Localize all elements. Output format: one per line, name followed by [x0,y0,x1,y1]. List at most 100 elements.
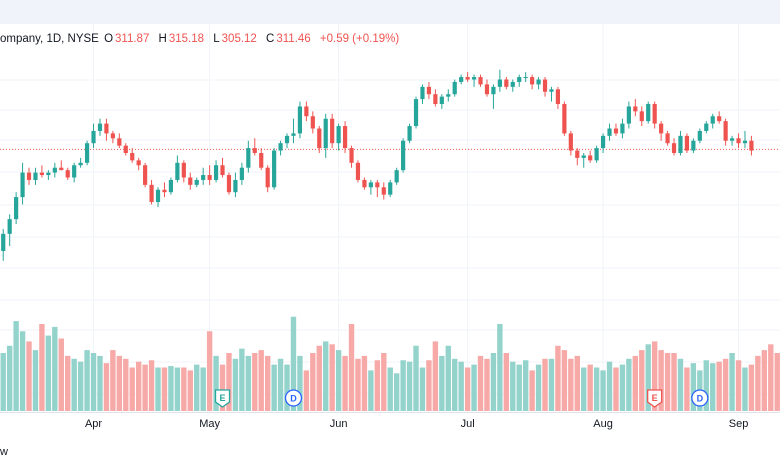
legend-high-value: 315.18 [168,33,205,45]
candle-body [484,84,490,95]
candle-body [246,148,251,168]
volume-bar [71,358,77,411]
candle-body [46,172,51,176]
x-tick-label-aug: Aug [593,418,613,430]
candle-body [646,104,651,122]
legend-low-value: 305.12 [221,33,257,45]
volume-bar [323,341,329,411]
candle-body [91,130,96,144]
candle-body [149,184,154,202]
volume-bar [516,364,522,411]
volume-bar [200,367,206,411]
candle-body [291,133,296,136]
volume-bar [703,360,709,411]
candle-body [697,130,702,141]
volume-bar [348,324,355,411]
candle-body [413,99,419,127]
volume-bar [264,355,271,411]
volume-bar [161,367,168,411]
candle-body [130,153,135,161]
candle-body [420,86,425,100]
candle-body [26,172,32,180]
volume-bar [632,355,639,411]
candle-body [278,143,283,151]
volume-bar [477,355,484,411]
candle-body [717,116,722,122]
volume-bar [181,367,187,411]
volume-bar [722,358,729,411]
volume-bar [39,324,45,411]
candle-body [736,138,741,144]
volume-bar [497,324,503,411]
candle-body [562,104,567,134]
volume-bar [290,316,297,411]
candle-body [110,133,115,139]
volume-bar [561,350,568,411]
volume-bar [419,367,426,411]
earnings-marker-label-0: E [220,393,226,403]
volume-bar [19,331,26,411]
candle-body [517,77,522,82]
volume-bar [400,360,406,411]
candle-body [284,135,290,144]
volume-bar [671,353,677,411]
legend-open-label: O [104,33,114,45]
candle-body [452,81,457,95]
volume-bar [174,367,181,411]
volume-bar [135,361,142,411]
volume-bar [774,353,780,411]
volume-bar [129,367,135,411]
candle-body [652,104,657,124]
candle-body [14,197,19,220]
candle-body [78,162,83,166]
volume-bar [439,355,445,411]
candle-body [239,167,244,180]
volume-bar [555,345,561,411]
volume-bar [490,353,497,411]
volume-bar [542,358,548,411]
volume-bar [148,360,155,411]
candle-body [220,165,225,176]
candle-body [304,106,309,117]
candle-body [136,160,141,166]
volume-bar [252,353,258,411]
volume-bar [368,370,374,411]
candle-body [297,106,303,134]
candle-body [72,165,77,178]
candle-body [368,182,373,188]
volume-bar [310,353,316,411]
volume-bar [606,361,613,411]
volume-bar [387,367,393,411]
candle-body [704,123,709,131]
volume-bar [548,358,555,411]
volume-bar [103,363,110,411]
volume-bar [316,345,322,411]
legend-change: +0.59 (+0.19%) [319,33,400,45]
candle-body [471,77,477,80]
candle-body [594,148,599,161]
x-tick-label-jun: Jun [330,418,348,430]
candle-body [39,172,45,176]
candle-body [388,182,393,195]
candle-body [207,175,212,180]
volume-bar [123,358,129,411]
candle-body [581,155,586,158]
volume-bar [535,364,542,411]
volume-bar [58,338,64,411]
volume-bar [645,344,651,411]
volume-bar [716,361,722,411]
legend-symbol: ompany, 1D, NYSE [0,33,99,45]
volume-bar [426,360,432,411]
candle-body [349,148,354,163]
candle-body [742,140,748,144]
volume-bar [271,364,277,411]
candle-body [639,111,644,122]
candle-body [226,175,232,193]
candle-body [155,189,161,202]
volume-bar [677,358,684,411]
time-axis-divider [0,412,780,413]
candle-body [620,123,625,134]
candle-body [749,140,754,151]
top-toolbar-band [0,0,780,24]
